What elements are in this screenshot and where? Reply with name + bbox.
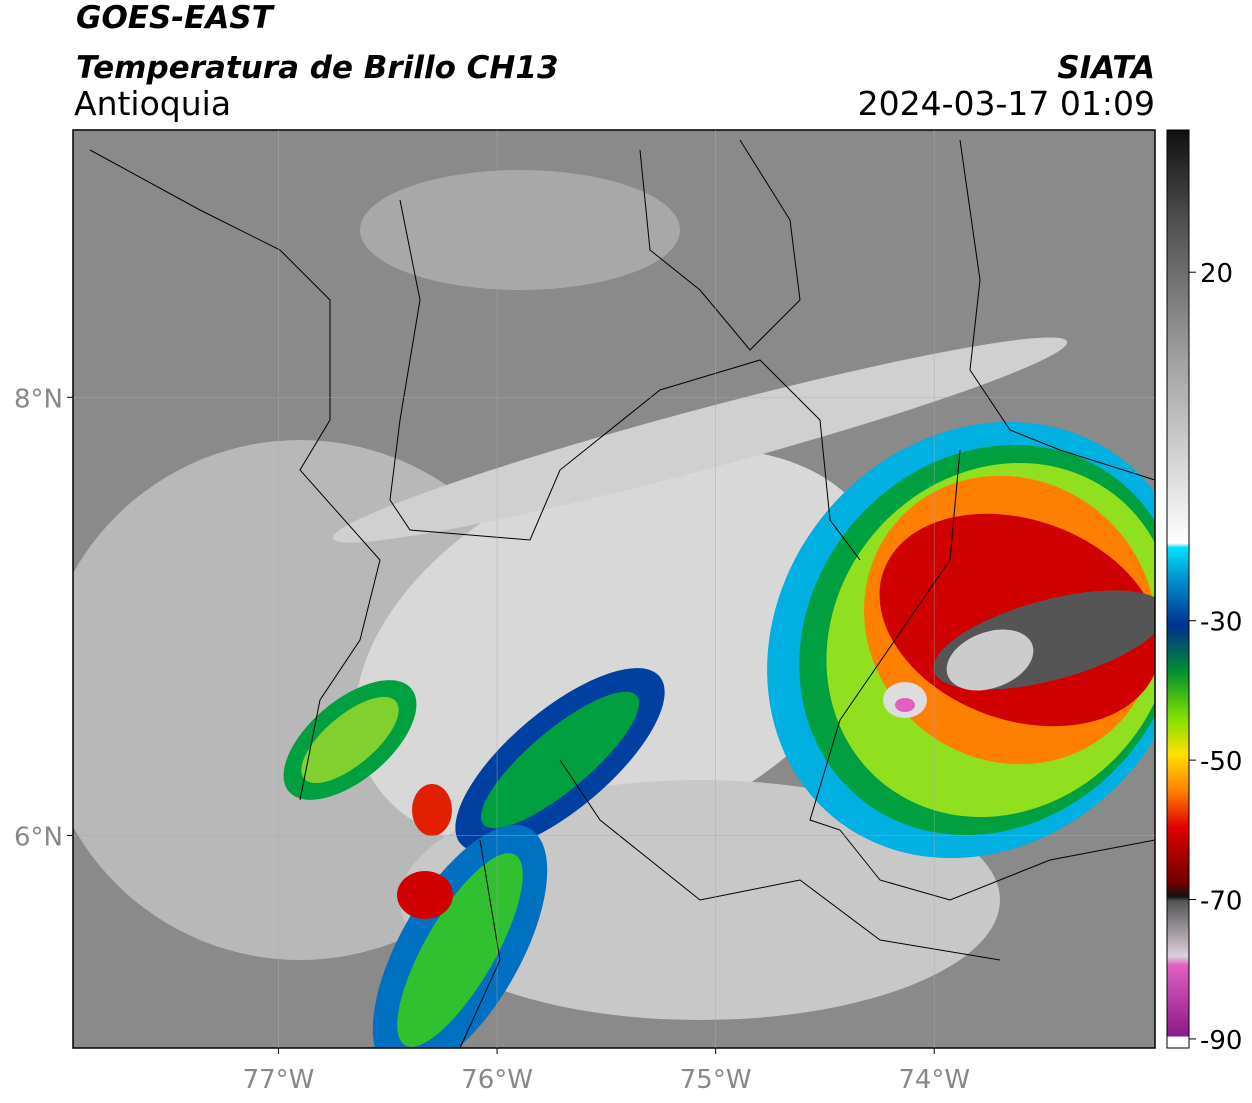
datetime: 2024-03-17 01:09 (858, 84, 1155, 123)
x-tick-label: 77°W (243, 1065, 315, 1095)
x-tick-label: 74°W (898, 1065, 970, 1095)
y-tick-label: 8°N (14, 384, 63, 414)
colorbar-label: -70 (1200, 887, 1242, 917)
colorbar-label: -50 (1200, 747, 1242, 777)
colorbar-label: -90 (1200, 1026, 1242, 1056)
subtitle: Temperatura de Brillo CH13 (76, 50, 559, 86)
colorbar-label: 20 (1200, 259, 1233, 289)
colorbar-label: -30 (1200, 608, 1242, 638)
satellite-image (73, 130, 1155, 1048)
map-frame (72, 129, 1156, 1049)
title: GOES-EAST (76, 0, 276, 36)
x-tick-label: 76°W (461, 1065, 533, 1095)
region: Antioquia (74, 84, 231, 123)
y-tick-label: 6°N (14, 822, 63, 852)
x-tick-label: 75°W (680, 1065, 752, 1095)
source: SIATA (1057, 50, 1155, 86)
colorbar (1166, 129, 1190, 1049)
